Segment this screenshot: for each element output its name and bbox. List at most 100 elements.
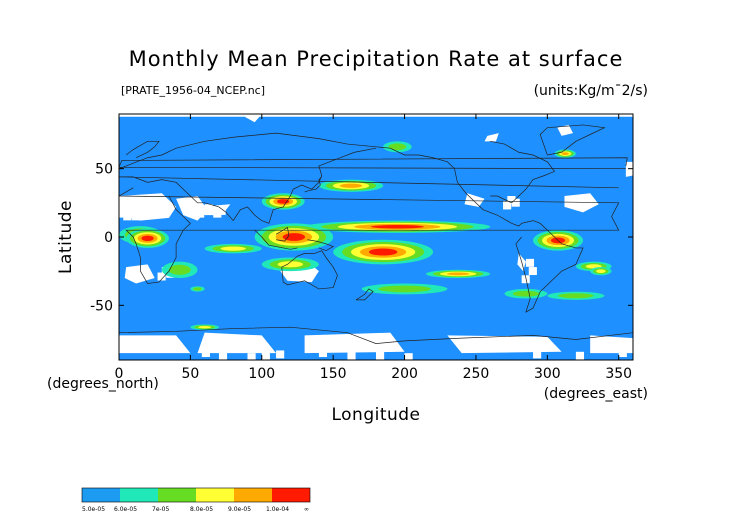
coastline-segment-5 bbox=[490, 140, 556, 204]
precip-mark-14-level-5 bbox=[368, 248, 398, 256]
land-low-cell-1 bbox=[123, 204, 132, 213]
colorbar: 5.0e-05 6.0e-05 7e-05 8.0e-05 9.0e-05 1.0e-04… bbox=[81, 487, 311, 513]
land-low-cell-33 bbox=[404, 353, 413, 360]
coastline-segment-11 bbox=[307, 239, 334, 252]
land-low-region-16 bbox=[484, 133, 499, 142]
coastline-segment-2 bbox=[119, 187, 620, 284]
land-low-region-12 bbox=[590, 335, 633, 354]
land-low-region-14 bbox=[244, 114, 262, 123]
colorbar-swatch-0 bbox=[82, 488, 120, 502]
land-low-cell-32 bbox=[376, 351, 385, 360]
precip-mark-6-level-2 bbox=[378, 285, 431, 293]
land-low-region-11 bbox=[447, 335, 562, 354]
units-label: (units:Kg/m¯2/s) bbox=[534, 83, 648, 99]
land-low-region-15 bbox=[557, 124, 574, 136]
land-low-cell-9 bbox=[187, 201, 196, 210]
y-tick-label-2: -50 bbox=[90, 298, 113, 314]
land-low-cell-13 bbox=[204, 204, 213, 213]
land-low-region-17 bbox=[625, 161, 633, 177]
land-low-cell-20 bbox=[131, 212, 140, 221]
x-tick-label-4: 200 bbox=[391, 366, 418, 382]
land-low-cell-31 bbox=[276, 350, 285, 359]
precip-mark-11-level-2 bbox=[388, 143, 407, 151]
y-axis-title: Latitude bbox=[56, 200, 76, 274]
precip-mark-18-level-4 bbox=[446, 272, 470, 276]
land-low-cell-10 bbox=[191, 204, 200, 213]
coastline-segment-1 bbox=[119, 147, 619, 224]
colorbar-label-0: 5.0e-05 bbox=[82, 506, 105, 513]
coastline-segment-9 bbox=[254, 229, 298, 250]
map-plot-area bbox=[119, 114, 633, 360]
x-tick-label-2: 100 bbox=[248, 366, 275, 382]
precip-mark-10-level-3 bbox=[198, 325, 212, 329]
land-low-cell-14 bbox=[208, 206, 218, 215]
land-low-cell-34 bbox=[533, 350, 542, 359]
colorbar-label-4: 9.0e-05 bbox=[228, 506, 251, 513]
coastline-segment-7 bbox=[355, 288, 374, 301]
land-low-region-9 bbox=[197, 332, 277, 354]
x-tick-label-7: 350 bbox=[605, 366, 632, 382]
colorbar-swatch-2 bbox=[158, 488, 196, 502]
land-low-region-13 bbox=[119, 114, 633, 117]
land-low-cell-19 bbox=[127, 209, 136, 218]
y-tick-label-1: 0 bbox=[104, 230, 113, 246]
colorbar-swatch-4 bbox=[234, 488, 272, 502]
land-low-cell-38 bbox=[218, 351, 228, 360]
land-low-cell-39 bbox=[247, 353, 256, 360]
coastline-segment-3 bbox=[281, 250, 338, 290]
x-tick-label-0: 0 bbox=[115, 366, 124, 382]
precip-mark-13-level-5 bbox=[370, 224, 424, 229]
x-tick-label-1: 50 bbox=[181, 366, 199, 382]
land-low-cell-3 bbox=[131, 201, 140, 210]
land-low-cell-12 bbox=[200, 206, 209, 215]
land-low-region-5 bbox=[124, 264, 155, 284]
precip-mark-19-level-5 bbox=[141, 235, 154, 242]
precip-mark-15-level-5 bbox=[282, 233, 306, 241]
colorbar-label-6: ∞ bbox=[304, 506, 309, 513]
land-low-cell-0 bbox=[119, 201, 128, 210]
x-unit-label: (degrees_east) bbox=[544, 386, 648, 402]
file-label: [PRATE_1956-04_NCEP.nc] bbox=[121, 84, 265, 97]
land-low-cell-23 bbox=[157, 272, 166, 281]
land-low-cell-35 bbox=[575, 351, 585, 360]
colorbar-label-2: 7e-05 bbox=[152, 506, 169, 513]
colorbar-border bbox=[81, 487, 311, 503]
precip-mark-12-level-3 bbox=[596, 269, 606, 273]
colorbar-swatch-3 bbox=[196, 488, 234, 502]
land-low-cell-5 bbox=[140, 201, 149, 210]
coastline-segment-10 bbox=[275, 226, 290, 242]
x-axis-ticks: 0 50 100 150 200 250 300 350 bbox=[115, 114, 632, 382]
precip-mark-8-level-2 bbox=[558, 293, 594, 299]
colorbar-label-1: 6.0e-05 bbox=[114, 506, 137, 513]
land-low-cell-25 bbox=[528, 267, 537, 276]
coastline-segment-12 bbox=[119, 326, 633, 344]
colorbar-label-3: 8.0e-05 bbox=[190, 506, 213, 513]
precip-mark-1-level-2 bbox=[168, 264, 191, 275]
precip-mark-17-level-4 bbox=[339, 183, 363, 188]
land-low-region-10 bbox=[304, 332, 405, 354]
land-low-region-8 bbox=[119, 335, 191, 354]
land-low-cell-40 bbox=[318, 349, 328, 358]
land-low-cell-2 bbox=[127, 198, 136, 207]
land-low-cell-16 bbox=[217, 206, 226, 215]
land-low-cell-17 bbox=[119, 209, 128, 218]
map-title: Monthly Mean Precipitation Rate at surfa… bbox=[129, 47, 624, 71]
coastline-segment-4 bbox=[390, 147, 584, 313]
land-low-cell-37 bbox=[201, 349, 210, 358]
land-low-cell-36 bbox=[618, 349, 627, 358]
coastline-segment-8 bbox=[304, 176, 322, 193]
coastlines bbox=[119, 124, 633, 344]
land-low-cell-30 bbox=[261, 351, 270, 360]
land-low-cell-4 bbox=[136, 204, 145, 213]
y-axis-ticks: 50 0 -50 bbox=[90, 162, 633, 314]
colorbar-swatch-1 bbox=[120, 488, 158, 502]
land-low-region-4 bbox=[564, 193, 599, 213]
precip-mark-3-level-3 bbox=[220, 246, 246, 251]
coastline-segment-14 bbox=[119, 157, 628, 170]
coastline-segment-0 bbox=[119, 132, 391, 169]
land-low-cell-29 bbox=[503, 201, 512, 210]
land-low-cell-18 bbox=[123, 212, 132, 221]
land-low-cell-27 bbox=[507, 196, 516, 204]
land-low-cell-11 bbox=[196, 209, 205, 218]
